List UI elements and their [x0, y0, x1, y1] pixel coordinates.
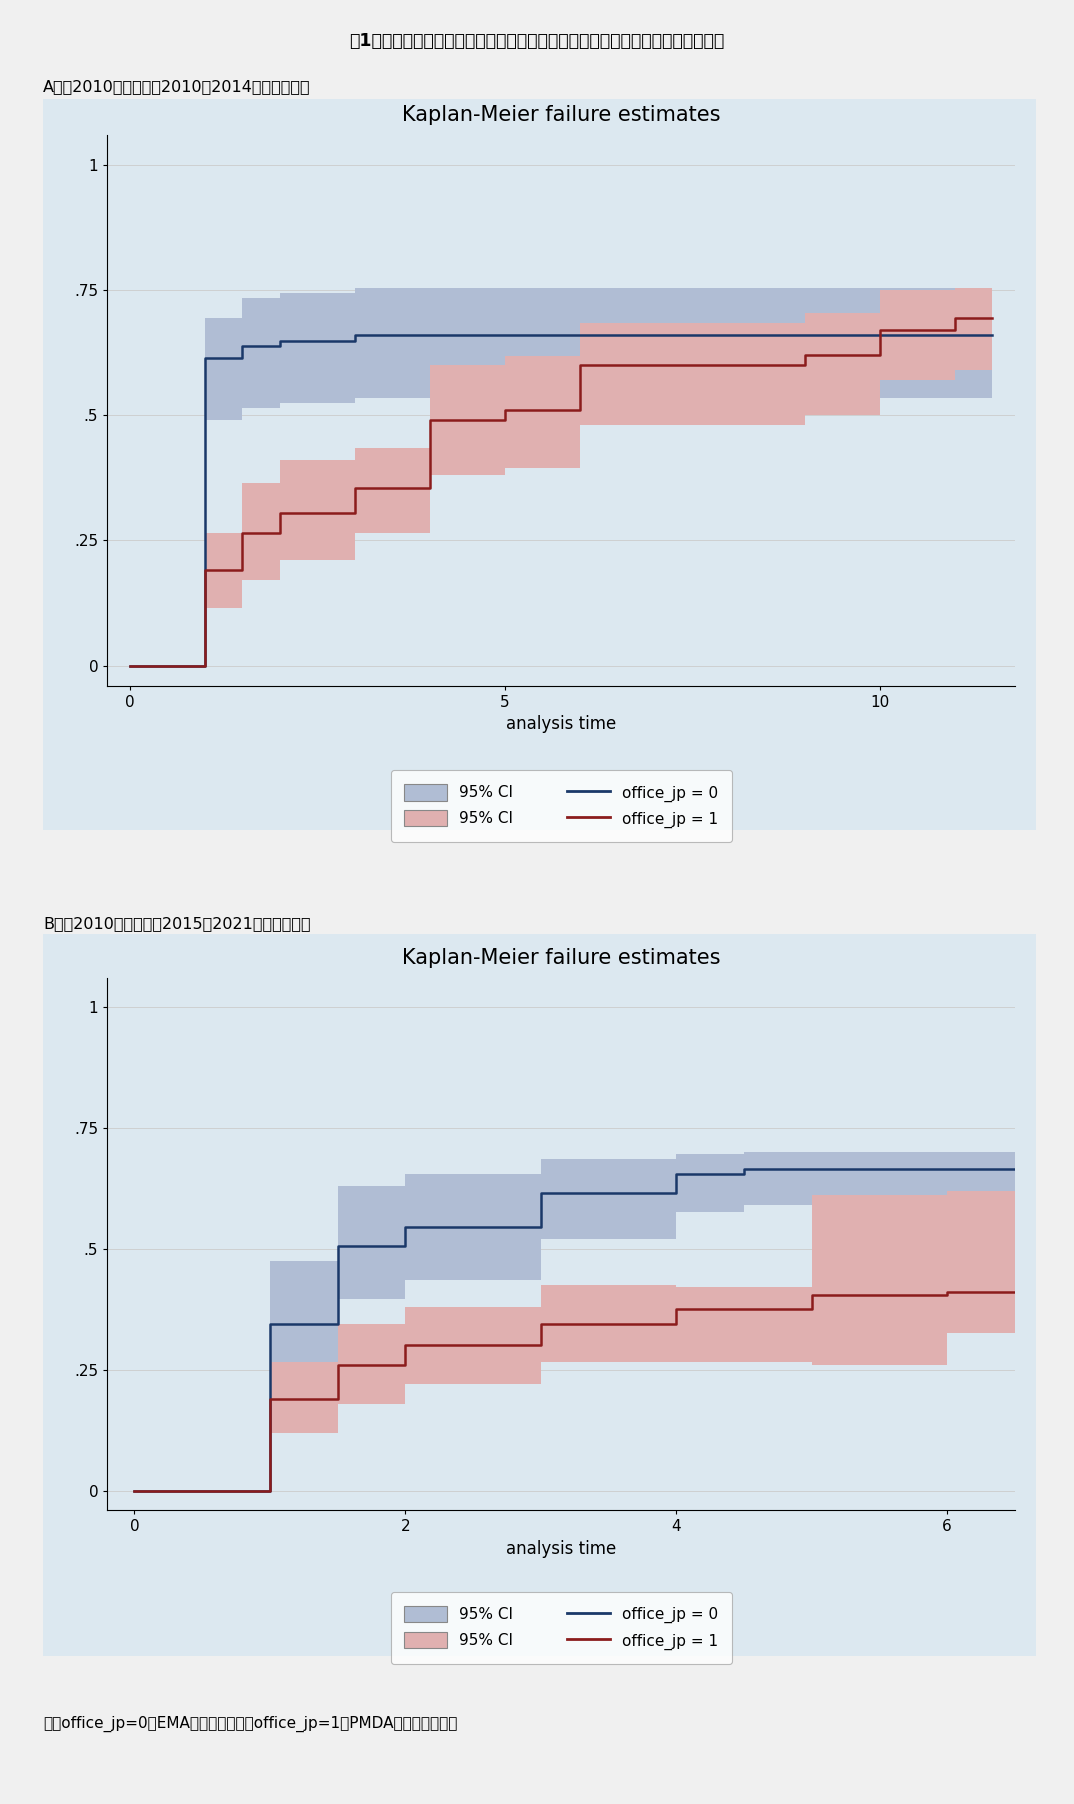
Title: Kaplan-Meier failure estimates: Kaplan-Meier failure estimates [402, 947, 721, 969]
Text: A：（2010年代前半：2010－2014に米国承認）: A：（2010年代前半：2010－2014に米国承認） [43, 79, 310, 94]
Polygon shape [130, 289, 992, 666]
Polygon shape [134, 1153, 1015, 1490]
X-axis label: analysis time: analysis time [506, 1539, 616, 1557]
Legend: 95% CI, 95% CI, office_jp = 0, office_jp = 1: 95% CI, 95% CI, office_jp = 0, office_jp… [391, 1593, 731, 1663]
Title: Kaplan-Meier failure estimates: Kaplan-Meier failure estimates [402, 105, 721, 126]
Legend: 95% CI, 95% CI, office_jp = 0, office_jp = 1: 95% CI, 95% CI, office_jp = 0, office_jp… [391, 770, 731, 842]
X-axis label: analysis time: analysis time [506, 714, 616, 732]
Text: 図1　米国承認が先行している新薬の日欧における累積承認確率のダイナミクス: 図1 米国承認が先行している新薬の日欧における累積承認確率のダイナミクス [349, 32, 725, 51]
Text: B：（2010年代後半：2015－2021に米国承認）: B：（2010年代後半：2015－2021に米国承認） [43, 916, 310, 931]
Polygon shape [130, 289, 992, 666]
Text: 注）office_jp=0はEMAの承認を示し、office_jp=1はPMDAの承認を示す。: 注）office_jp=0はEMAの承認を示し、office_jp=1はPMDA… [43, 1716, 458, 1732]
Polygon shape [134, 1191, 1015, 1490]
